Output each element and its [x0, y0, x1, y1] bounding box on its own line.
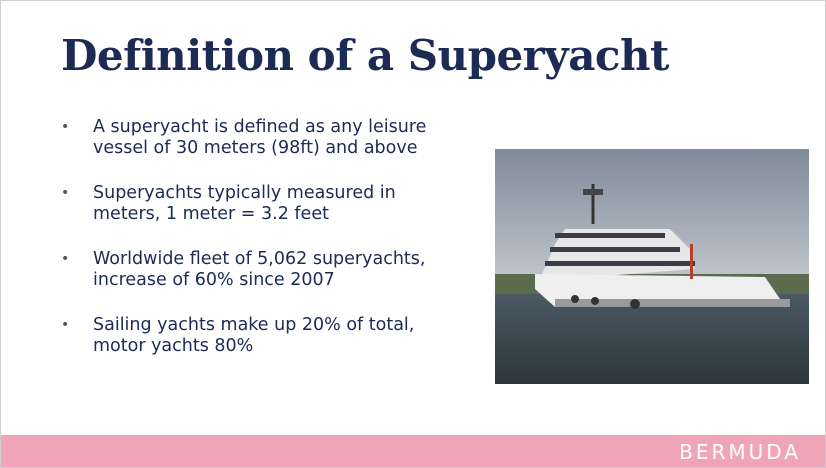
- bullet-item: Sailing yachts make up 20% of total, mot…: [61, 315, 461, 357]
- yacht-photo: [495, 149, 809, 384]
- bullet-list: A superyacht is defined as any leisure v…: [61, 117, 461, 381]
- slide-title: Definition of a Superyacht: [61, 31, 669, 80]
- bullet-item: Worldwide fleet of 5,062 superyachts, in…: [61, 249, 461, 291]
- footer-brand: BERMUDA: [679, 440, 801, 464]
- slide: Definition of a Superyacht A superyacht …: [0, 0, 826, 468]
- bullet-item: A superyacht is defined as any leisure v…: [61, 117, 461, 159]
- footer-band: BERMUDA: [1, 435, 825, 467]
- bullet-item: Superyachts typically measured in meters…: [61, 183, 461, 225]
